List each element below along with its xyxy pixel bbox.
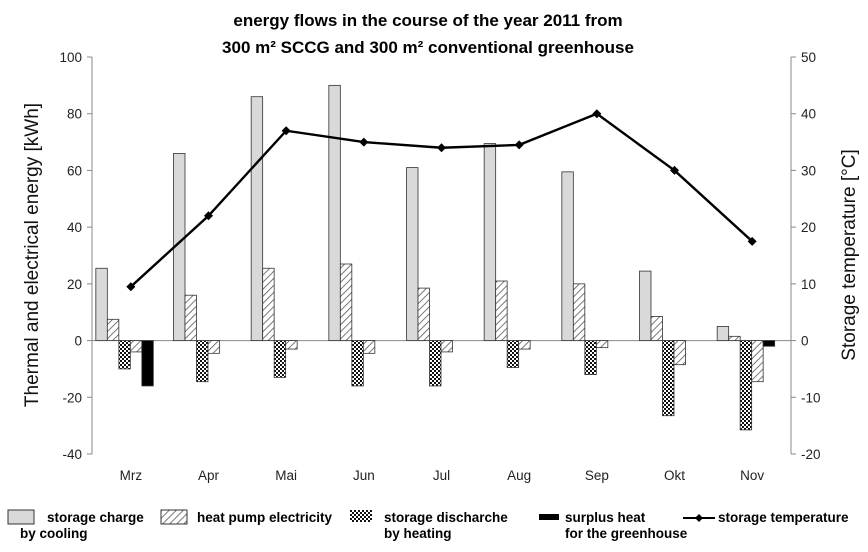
legend-label: heat pump electricity	[197, 510, 333, 525]
y-tick-label: 40	[67, 220, 82, 235]
x-tick-label: Jun	[353, 468, 375, 483]
bar	[273, 340, 287, 378]
x-tick-label: Mrz	[120, 468, 143, 483]
temperature-point	[359, 137, 369, 147]
legend-label: storage discharche	[384, 510, 508, 525]
temperature-line	[130, 112, 753, 288]
y-tick-label: 0	[74, 334, 82, 349]
bar	[572, 283, 586, 341]
bar	[518, 340, 531, 350]
bar	[739, 340, 753, 431]
y2-tick-label: 0	[801, 334, 809, 349]
bar	[483, 143, 497, 341]
legend-swatch	[350, 510, 372, 522]
x-tick-label: Mai	[275, 468, 297, 483]
bar	[506, 340, 520, 368]
legend-label: for the greenhouse	[565, 526, 688, 541]
y2-tick-label: -10	[801, 390, 821, 405]
temperature-point	[592, 109, 602, 119]
temperature-point	[204, 211, 213, 221]
legend-label: by cooling	[20, 526, 88, 541]
plot-area: -40 -20 0 20 40 60 80 100 -20 -10 0 10 20 30 40 50 Mrz Ap…	[59, 50, 820, 483]
chart-title-line2: 300 m² SCCG and 300 m² conventional gree…	[222, 38, 634, 57]
bar	[417, 287, 430, 341]
bar	[662, 340, 675, 417]
bar	[184, 294, 197, 341]
y2-tick-label: -20	[801, 447, 821, 462]
y-tick-label: -20	[62, 390, 82, 405]
y-axis-label: Thermal and electrical energy [kWh]	[22, 103, 43, 407]
y-tick-label: 20	[67, 277, 82, 292]
y2-tick-label: 30	[801, 163, 816, 178]
bar	[751, 340, 764, 383]
temperature-point	[514, 140, 524, 150]
legend-swatch	[539, 514, 559, 520]
temperature-point	[126, 282, 136, 292]
bar	[141, 340, 154, 387]
bar	[351, 340, 364, 387]
bar	[406, 167, 419, 341]
temperature-point	[437, 143, 446, 153]
bar	[762, 340, 776, 347]
legend-swatch	[695, 514, 703, 522]
legend-swatch	[160, 509, 188, 525]
y-tick-label: -40	[62, 447, 82, 462]
y-tick-label: 80	[67, 107, 82, 122]
bar	[584, 340, 597, 376]
bar	[429, 340, 442, 387]
bar	[328, 84, 341, 341]
x-tick-label: Okt	[664, 468, 685, 483]
bar	[129, 340, 143, 353]
bar	[339, 263, 353, 341]
bar	[728, 335, 741, 341]
bar	[106, 318, 120, 341]
bar	[207, 340, 220, 354]
bar	[639, 270, 652, 341]
legend-label: by heating	[384, 526, 452, 541]
x-tick-label: Aug	[507, 468, 531, 483]
bar	[362, 340, 376, 354]
temperature-point	[670, 165, 679, 175]
bar	[262, 267, 275, 341]
bar	[716, 325, 730, 341]
x-tick-label: Sep	[585, 468, 609, 483]
legend-label: surplus heat	[565, 510, 646, 525]
y-tick-label: 100	[59, 50, 82, 65]
bar	[595, 340, 609, 349]
x-tick-label: Nov	[740, 468, 764, 483]
legend-label: storage temperature	[718, 510, 849, 525]
y2-tick-label: 50	[801, 50, 816, 65]
bar	[495, 280, 508, 341]
legend-label: storage charge	[47, 510, 144, 525]
x-tick-label: Jul	[433, 468, 450, 483]
temperature-point	[281, 126, 291, 136]
y2-tick-label: 40	[801, 107, 816, 122]
bar	[673, 340, 686, 366]
legend-swatch	[7, 509, 35, 525]
bar	[95, 267, 108, 341]
y-tick-label: 60	[67, 163, 82, 178]
bar	[285, 340, 298, 350]
bar	[250, 96, 264, 341]
bar	[650, 316, 663, 341]
bar	[561, 171, 574, 341]
chart-title-line1: energy flows in the course of the year 2…	[233, 11, 622, 30]
y2-tick-label: 20	[801, 220, 816, 235]
y2-tick-label: 10	[801, 277, 816, 292]
temperature-point	[747, 236, 757, 246]
bar	[118, 340, 131, 370]
x-tick-label: Apr	[198, 468, 220, 483]
bar	[440, 340, 453, 353]
y2-axis-label: Storage temperature [°C]	[839, 149, 860, 360]
bar	[196, 340, 209, 383]
